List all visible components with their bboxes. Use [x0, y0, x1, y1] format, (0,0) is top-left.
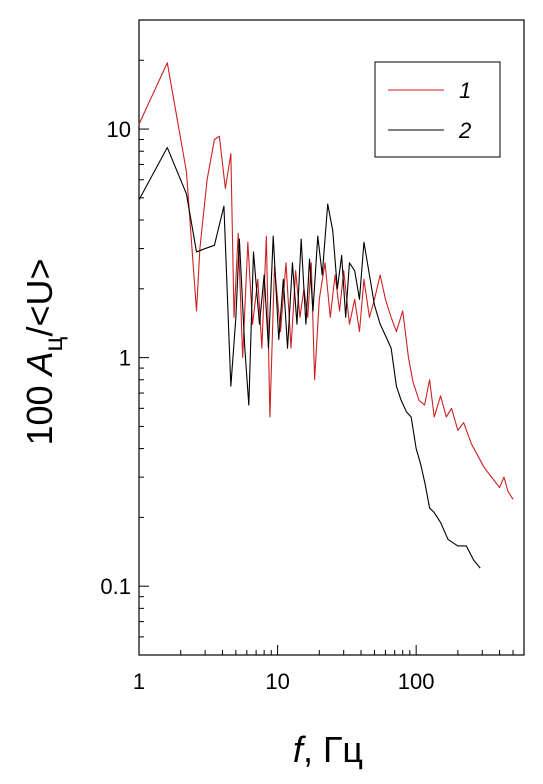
- series-line-1: [138, 62, 514, 500]
- y-tick-label: 1: [119, 346, 131, 371]
- y-tick-label: 10: [107, 117, 131, 142]
- legend-box: [374, 61, 501, 158]
- legend: 1 2: [374, 61, 501, 158]
- x-tick-label: 100: [398, 669, 435, 694]
- plot-frame: [138, 19, 525, 656]
- legend-label-2: 2: [458, 118, 471, 143]
- y-tick-label: 0.1: [100, 574, 131, 599]
- x-axis-title-rest: , Гц: [303, 729, 363, 770]
- series-line-2: [138, 147, 481, 569]
- y-axis-title-pre: 100: [19, 375, 60, 445]
- series-layer: [138, 62, 514, 569]
- legend-label-1: 1: [459, 78, 471, 103]
- y-axis-title-sub: ц: [38, 336, 68, 351]
- x-axis-title: f, Гц: [293, 729, 363, 770]
- x-tick-label: 10: [265, 669, 289, 694]
- tick-layer: 1 10 100 0.1 1 10: [100, 19, 525, 694]
- y-axis-title: 100 Aц/<U>: [19, 258, 68, 445]
- y-axis-title-post: /<U>: [19, 258, 60, 336]
- x-tick-label: 1: [133, 669, 145, 694]
- y-axis-title-var: A: [19, 351, 60, 377]
